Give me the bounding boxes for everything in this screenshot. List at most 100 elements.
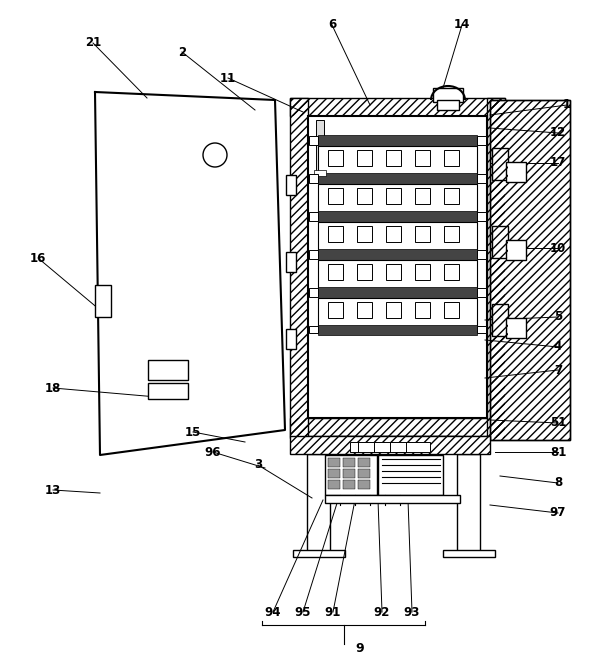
Bar (293, 550, 345, 557)
Bar (506, 162, 526, 182)
Bar (318, 249, 477, 260)
Text: 93: 93 (404, 605, 420, 619)
Text: 2: 2 (178, 45, 186, 59)
Bar (490, 100, 570, 440)
Bar (357, 150, 372, 166)
Text: 17: 17 (550, 157, 566, 170)
Bar (318, 184, 477, 212)
Bar (357, 188, 372, 204)
Bar (457, 454, 480, 554)
Bar (358, 480, 370, 489)
Bar (318, 298, 477, 326)
Bar (309, 288, 318, 297)
Bar (492, 226, 508, 258)
Bar (290, 98, 505, 116)
Text: 14: 14 (454, 18, 470, 32)
Bar (415, 226, 430, 242)
Bar (318, 211, 477, 222)
Bar (309, 250, 318, 259)
Bar (490, 100, 570, 440)
Bar (309, 174, 318, 183)
Bar (290, 98, 308, 438)
Bar (309, 136, 318, 145)
Text: 7: 7 (554, 363, 562, 376)
Text: 8: 8 (554, 476, 562, 490)
Text: 95: 95 (295, 605, 311, 619)
Bar (415, 302, 430, 318)
Bar (328, 480, 340, 489)
Bar (328, 188, 343, 204)
Text: 15: 15 (185, 426, 201, 438)
Bar (415, 150, 430, 166)
Bar (492, 304, 508, 336)
Bar (325, 495, 460, 503)
Bar (290, 98, 308, 438)
Bar (290, 418, 505, 436)
Text: 6: 6 (328, 18, 336, 32)
Text: 96: 96 (205, 445, 221, 459)
Bar (314, 170, 326, 176)
Bar (318, 135, 477, 146)
Bar (286, 329, 296, 349)
Bar (358, 469, 370, 478)
Text: 10: 10 (550, 241, 566, 255)
Text: 81: 81 (550, 445, 566, 459)
Circle shape (203, 143, 227, 167)
Bar (506, 318, 526, 338)
Bar (477, 326, 486, 333)
Bar (290, 98, 505, 116)
Bar (318, 146, 477, 174)
Bar (328, 226, 343, 242)
Bar (318, 260, 477, 288)
Bar (286, 175, 296, 195)
Bar (308, 116, 487, 418)
Bar (444, 302, 459, 318)
Bar (328, 302, 343, 318)
Bar (477, 250, 486, 259)
Text: 5: 5 (554, 311, 562, 324)
Bar (148, 383, 188, 399)
Bar (433, 88, 463, 102)
Text: 92: 92 (374, 605, 390, 619)
Bar (492, 226, 508, 258)
Bar (477, 174, 486, 183)
Bar (492, 304, 508, 336)
Bar (309, 326, 318, 333)
Text: 16: 16 (30, 251, 46, 265)
Bar (386, 226, 401, 242)
Bar (350, 442, 430, 452)
Bar (415, 264, 430, 280)
Bar (318, 222, 477, 250)
Bar (357, 302, 372, 318)
Bar (316, 120, 324, 172)
Text: 51: 51 (550, 417, 566, 430)
Bar (318, 325, 477, 335)
Text: 3: 3 (254, 459, 262, 472)
Bar (386, 150, 401, 166)
Bar (330, 436, 460, 498)
Bar (444, 264, 459, 280)
Polygon shape (95, 92, 285, 455)
Bar (307, 454, 330, 554)
Bar (290, 436, 490, 454)
Bar (492, 148, 508, 180)
Bar (328, 469, 340, 478)
Bar (506, 240, 526, 260)
Bar (325, 455, 377, 495)
Text: 18: 18 (45, 382, 61, 395)
Bar (357, 264, 372, 280)
Bar (437, 100, 459, 110)
Bar (477, 288, 486, 297)
Bar (357, 226, 372, 242)
Bar (444, 226, 459, 242)
Bar (318, 287, 477, 298)
Bar (286, 252, 296, 272)
Text: 13: 13 (45, 484, 61, 497)
Bar (328, 264, 343, 280)
Bar (95, 285, 111, 317)
Bar (477, 136, 486, 145)
Text: 12: 12 (550, 126, 566, 139)
Bar (492, 148, 508, 180)
Bar (386, 188, 401, 204)
Bar (378, 455, 443, 495)
